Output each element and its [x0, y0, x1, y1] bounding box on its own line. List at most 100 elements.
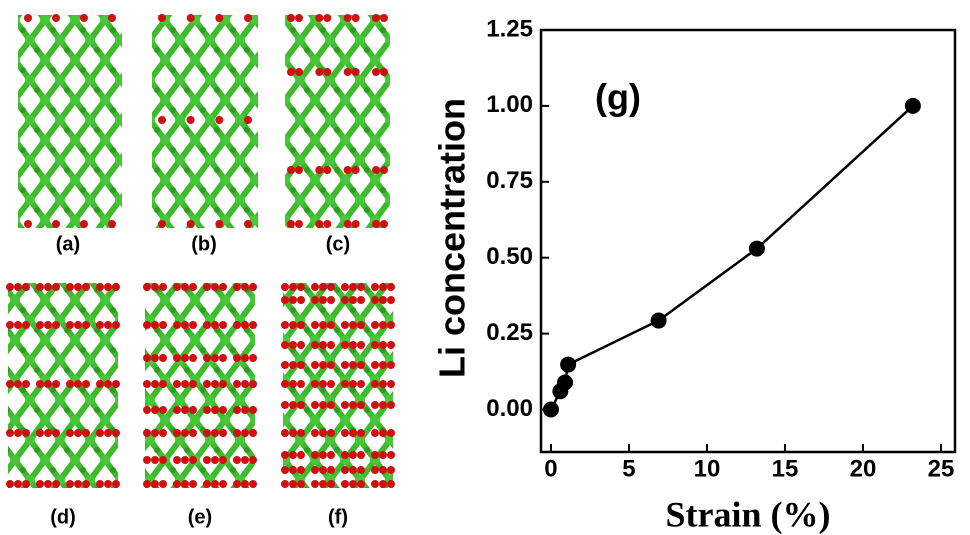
li-atom: [203, 283, 211, 291]
li-atom: [158, 220, 166, 228]
li-atom: [203, 429, 211, 437]
li-atom: [203, 406, 211, 414]
li-atom: [327, 321, 335, 329]
data-point: [560, 357, 576, 373]
li-atom: [108, 220, 116, 228]
li-atom: [215, 220, 223, 228]
panel-label: (d): [50, 506, 76, 528]
li-atom: [311, 341, 319, 349]
li-atom: [173, 321, 181, 329]
li-atom: [372, 14, 380, 22]
li-atom: [189, 321, 197, 329]
li-atom: [295, 68, 303, 76]
li-atom: [22, 321, 30, 329]
li-atom: [371, 480, 379, 488]
li-atom: [211, 321, 219, 329]
li-atom: [341, 466, 349, 474]
li-atom: [233, 321, 241, 329]
li-atom: [327, 361, 335, 369]
li-atom: [315, 220, 323, 228]
li-atom: [74, 283, 82, 291]
li-atom: [379, 341, 387, 349]
li-atom: [287, 68, 295, 76]
li-atom: [319, 480, 327, 488]
li-atom: [379, 429, 387, 437]
li-atom: [319, 451, 327, 459]
li-atom: [387, 480, 395, 488]
li-atom: [44, 380, 52, 388]
panel-label: (b): [191, 233, 217, 255]
li-atom: [211, 380, 219, 388]
li-atom: [104, 380, 112, 388]
li-atom: [44, 321, 52, 329]
li-atom: [159, 283, 167, 291]
panel-label: (a): [56, 233, 80, 255]
li-atom: [352, 166, 360, 174]
li-atom: [215, 116, 223, 124]
li-atom: [349, 321, 357, 329]
li-atom: [344, 166, 352, 174]
li-atom: [315, 166, 323, 174]
li-atom: [327, 380, 335, 388]
li-atom: [323, 68, 331, 76]
li-atom: [357, 466, 365, 474]
li-atom: [181, 406, 189, 414]
li-atom: [287, 166, 295, 174]
li-atom: [387, 341, 395, 349]
li-atom: [143, 429, 151, 437]
li-atom: [219, 380, 227, 388]
li-atom: [319, 361, 327, 369]
lattice: [152, 15, 258, 228]
li-atom: [66, 480, 74, 488]
li-atom: [112, 429, 120, 437]
li-atom: [36, 321, 44, 329]
li-atom: [380, 166, 388, 174]
li-atom: [371, 341, 379, 349]
li-atom: [387, 380, 395, 388]
li-atom: [108, 14, 116, 22]
li-atom: [173, 480, 181, 488]
panel-label: (f): [328, 506, 348, 528]
li-atom: [371, 429, 379, 437]
li-atom: [289, 361, 297, 369]
li-atom: [36, 283, 44, 291]
li-atom: [233, 380, 241, 388]
li-atom: [66, 283, 74, 291]
li-atom: [173, 354, 181, 362]
li-atom: [281, 321, 289, 329]
li-atom: [189, 480, 197, 488]
li-atom: [14, 480, 22, 488]
li-atom: [315, 68, 323, 76]
li-atom: [327, 480, 335, 488]
li-atom: [159, 480, 167, 488]
li-atom: [341, 429, 349, 437]
li-atom: [379, 480, 387, 488]
li-atom: [387, 296, 395, 304]
li-atom: [297, 380, 305, 388]
li-atom: [319, 380, 327, 388]
li-atom: [349, 380, 357, 388]
data-point: [651, 313, 667, 329]
li-atom: [143, 354, 151, 362]
li-atom: [74, 480, 82, 488]
li-atom: [143, 480, 151, 488]
li-atom: [349, 466, 357, 474]
li-atom: [14, 380, 22, 388]
li-atom: [352, 14, 360, 22]
li-atom: [173, 456, 181, 464]
li-atom: [289, 296, 297, 304]
li-atom: [327, 451, 335, 459]
li-atom: [311, 361, 319, 369]
li-atom: [211, 406, 219, 414]
li-atom: [6, 283, 14, 291]
li-atom: [380, 220, 388, 228]
li-atom: [281, 296, 289, 304]
li-atom: [357, 451, 365, 459]
li-atom: [189, 354, 197, 362]
li-atom: [173, 380, 181, 388]
li-atom: [341, 361, 349, 369]
li-atom: [104, 429, 112, 437]
y-tick-label: 1.00: [486, 91, 533, 118]
li-atom: [181, 480, 189, 488]
li-atom: [241, 354, 249, 362]
